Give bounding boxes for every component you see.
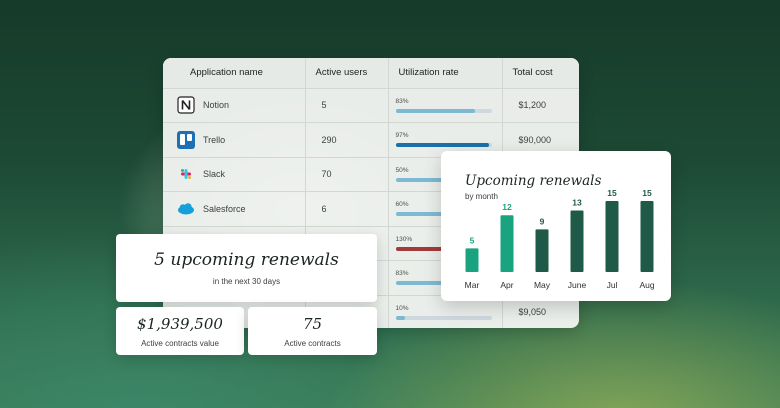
renewal-bar-may[interactable]	[535, 229, 549, 272]
application-name: Notion	[203, 100, 230, 111]
renewal-month-label: Apr	[500, 280, 513, 290]
utilization-bar-fill	[395, 108, 476, 113]
active-contracts-value-card: $1,939,500 Active contracts value	[116, 307, 244, 355]
renewal-month-label: May	[534, 280, 551, 290]
utilization-percent: 97%	[395, 132, 409, 140]
utilization-percent: 60%	[395, 201, 409, 209]
column-header-total-cost[interactable]: Total cost	[502, 58, 579, 89]
renewal-bar-apr[interactable]	[500, 215, 514, 272]
slack-icon	[177, 165, 195, 183]
total-cost-cell: $1,200	[502, 88, 579, 123]
column-header-active-users[interactable]: Active users	[305, 58, 389, 89]
table-row[interactable]: Notion 5 83% $1,200	[163, 88, 579, 123]
renewal-bar-mar[interactable]	[465, 248, 479, 272]
utilization-bar-fill	[395, 315, 406, 320]
renewal-month-label: Aug	[639, 280, 654, 290]
active-users-cell: 6	[305, 191, 389, 227]
renewal-bar-value-label: 15	[607, 188, 617, 198]
chart-title: Upcoming renewals	[465, 173, 602, 189]
active-contracts-count: 75	[302, 314, 323, 333]
column-header-application-name[interactable]: Application name	[163, 58, 306, 89]
application-name-cell: Trello	[163, 122, 306, 158]
salesforce-icon	[177, 200, 195, 218]
application-name: Slack	[203, 169, 226, 180]
utilization-bar-fill	[395, 281, 476, 286]
utilization-bar	[395, 143, 492, 148]
active-users-cell: 70	[305, 157, 389, 192]
renewal-bar-june[interactable]	[570, 210, 584, 272]
renewal-bar-value-label: 9	[540, 216, 545, 226]
renewals-bar-chart: 5 Mar 12 Apr 9 May 13 June 15 Jul 15 Aug	[465, 188, 655, 290]
application-name-cell: Notion	[163, 88, 306, 123]
renewal-bar-value-label: 15	[642, 188, 652, 198]
renewal-bar-jul[interactable]	[605, 201, 619, 272]
trello-icon	[177, 130, 195, 149]
application-name: Trello	[203, 134, 226, 145]
renewal-month-label: Mar	[465, 280, 480, 290]
upcoming-renewals-label: in the next 30 days	[212, 277, 281, 286]
utilization-bar-fill	[395, 212, 454, 217]
active-contracts-label: Active contracts	[284, 338, 341, 348]
table-row[interactable]: Trello 290 97% $90,000	[163, 122, 579, 158]
upcoming-renewals-stat-card: 5 upcoming renewals in the next 30 days	[116, 234, 377, 302]
active-contracts-value-amount: $1,939,500	[137, 314, 223, 333]
active-users-cell: 5	[305, 88, 389, 123]
utilization-bar-fill	[395, 177, 444, 182]
utilization-bar	[395, 108, 492, 113]
renewal-bar-value-label: 12	[502, 202, 512, 212]
utilization-percent: 83%	[395, 97, 409, 105]
renewal-bar-aug[interactable]	[640, 201, 654, 272]
utilization-cell: 83%	[388, 88, 503, 123]
notion-icon	[177, 96, 195, 114]
utilization-percent: 50%	[395, 166, 409, 174]
utilization-percent: 10%	[395, 304, 409, 312]
column-header-utilization-rate[interactable]: Utilization rate	[388, 58, 503, 89]
utilization-percent: 83%	[395, 270, 409, 278]
chart-subtitle: by month	[465, 192, 498, 201]
renewal-bar-value-label: 13	[572, 197, 582, 207]
application-name-cell: Salesforce	[163, 191, 306, 227]
renewal-month-label: June	[568, 280, 587, 290]
renewal-month-label: Jul	[607, 280, 618, 290]
active-users-cell: 290	[305, 122, 389, 158]
upcoming-renewals-value: 5 upcoming renewals	[154, 250, 339, 270]
utilization-bar	[395, 315, 492, 320]
application-name-cell: Slack	[163, 157, 306, 192]
active-contracts-card: 75 Active contracts	[248, 307, 377, 355]
application-name: Salesforce	[203, 203, 246, 214]
utilization-percent: 130%	[395, 235, 413, 243]
renewal-bar-value-label: 5	[470, 235, 475, 245]
utilization-bar-fill	[395, 143, 489, 148]
upcoming-renewals-chart-card: Upcoming renewals by month 5 Mar 12 Apr 9 May…	[441, 151, 671, 301]
table-header-row: Application name Active users Utilizatio…	[163, 58, 579, 89]
active-contracts-value-label: Active contracts value	[141, 338, 219, 348]
